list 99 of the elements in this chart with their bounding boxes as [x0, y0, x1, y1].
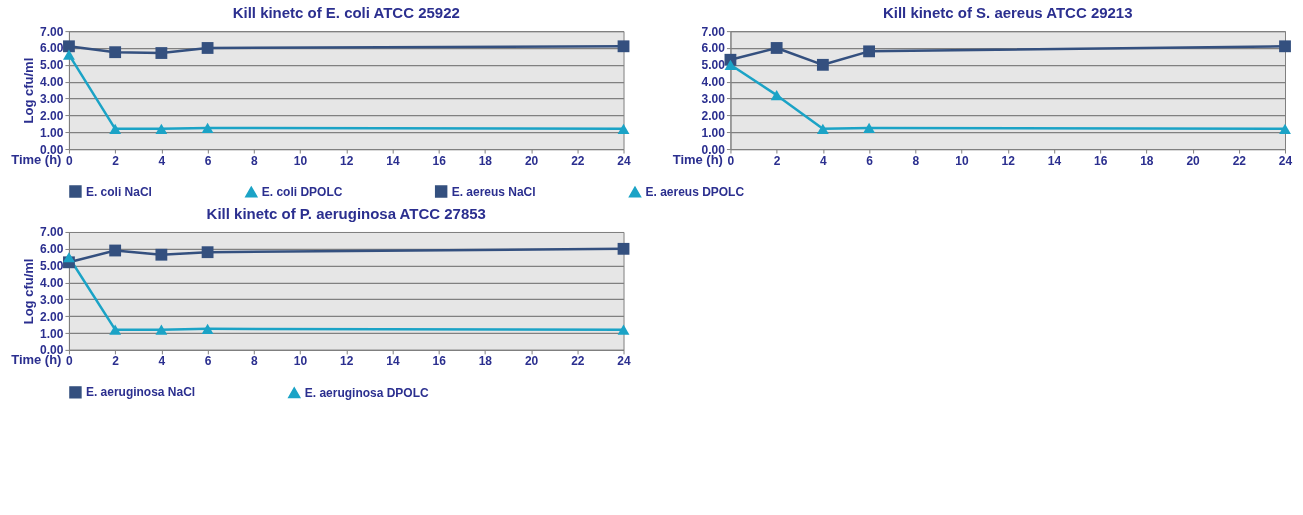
y-tick-label: 2.00 [40, 108, 64, 123]
x-tick-label: 0 [727, 153, 735, 168]
legend-label: E. coli DPOLC [261, 184, 343, 199]
x-tick-label: 2 [112, 153, 120, 168]
y-tick-label: 4.00 [701, 75, 726, 90]
y-tick-label: 6.00 [40, 41, 64, 56]
y-tick-label: 3.00 [40, 292, 64, 307]
x-tick-label: 6 [204, 153, 212, 168]
y-axis-title: Log cfu/ml [21, 258, 37, 325]
x-tick-label: 22 [1232, 153, 1247, 168]
point [201, 42, 214, 54]
point [109, 123, 122, 134]
legend-label: E. coli NaCl [85, 184, 152, 199]
y-tick-label: 3.00 [701, 92, 726, 107]
x-tick-label: 24 [617, 354, 632, 369]
x-tick-label: 14 [1047, 153, 1062, 168]
x-tick-label: 8 [912, 153, 920, 168]
x-tick-label: 18 [478, 354, 493, 369]
legend-label: E. aeruginosa DPOLC [304, 385, 429, 400]
point [816, 58, 829, 71]
y-tick-label: 1.00 [40, 125, 64, 140]
point [201, 323, 214, 334]
point [724, 59, 737, 70]
point [617, 242, 630, 255]
y-axis-title: Log cfu/ml [21, 57, 37, 124]
y-tick-label: 6.00 [40, 242, 64, 257]
x-tick-label: 4 [158, 153, 166, 168]
x-tick-label: 24 [1278, 153, 1293, 168]
x-tick-label: 4 [820, 153, 828, 168]
y-tick-label: 4.00 [40, 75, 64, 90]
point [63, 40, 75, 53]
x-tick-label: 14 [386, 153, 400, 168]
legend-label: E. aeruginosa NaCl [85, 385, 196, 400]
y-tick-label: 7.00 [701, 24, 726, 39]
y-tick-label: 2.00 [701, 108, 726, 123]
y-tick-label: 3.00 [40, 92, 64, 107]
point [155, 324, 168, 335]
y-tick-label: 1.00 [701, 125, 726, 140]
x-tick-label: 24 [617, 153, 632, 168]
x-tick-label: 10 [955, 153, 970, 168]
chart-title: Kill kinetc of S. aereus ATCC 29213 [882, 4, 1133, 22]
y-tick-label: 5.00 [40, 259, 64, 274]
point [770, 42, 783, 54]
point [63, 49, 75, 60]
x-tick-label: 8 [250, 354, 258, 369]
x-tick-label: 12 [340, 354, 354, 369]
point [1279, 40, 1291, 53]
x-tick-label: 16 [1093, 153, 1108, 168]
x-tick-label: 0 [66, 153, 74, 168]
x-tick-label: 12 [1001, 153, 1016, 168]
x-tick-label: 4 [158, 354, 166, 369]
x-tick-label: 2 [773, 153, 781, 168]
point [155, 47, 168, 59]
point [617, 123, 630, 134]
point [109, 324, 122, 335]
x-tick-label: 22 [571, 153, 585, 168]
x-tick-label: 10 [293, 354, 308, 369]
x-tick-label: 6 [204, 354, 212, 369]
chart-title: Kill kinetc of P. aeruginosa ATCC 27853 [206, 204, 486, 222]
chart-title: Kill kinetc of E. coli ATCC 25922 [232, 4, 460, 22]
point [770, 90, 783, 101]
point [201, 122, 214, 134]
y-tick-label: 1.00 [40, 326, 64, 341]
point [63, 252, 75, 263]
x-tick-label: 18 [1140, 153, 1154, 168]
y-tick-label: 7.00 [40, 24, 64, 39]
x-tick-label: 20 [524, 153, 539, 168]
x-tick-label: 20 [524, 354, 539, 369]
y-tick-label: 5.00 [701, 58, 726, 73]
x-tick-label: 14 [386, 354, 400, 369]
x-tick-label: 0 [66, 354, 74, 369]
point [863, 45, 875, 58]
point [155, 248, 168, 261]
point [201, 246, 214, 259]
legend-label: E. aereus DPOLC [645, 184, 745, 199]
point [816, 123, 829, 134]
y-tick-label: 7.00 [40, 225, 64, 240]
y-tick-label: 2.00 [40, 309, 64, 324]
x-tick-label: 8 [250, 153, 258, 168]
y-tick-label: 5.00 [40, 58, 64, 73]
x-tick-label: 22 [571, 354, 585, 369]
x-tick-label: 18 [478, 153, 493, 168]
point [1279, 123, 1291, 134]
point [109, 244, 122, 257]
point [617, 324, 630, 335]
y-tick-label: 6.00 [701, 41, 726, 56]
x-tick-label: 20 [1186, 153, 1201, 168]
x-tick-label: 16 [432, 153, 447, 168]
x-tick-label: 6 [866, 153, 874, 168]
y-tick-label: 4.00 [40, 276, 64, 291]
point [863, 122, 875, 134]
point [155, 123, 168, 134]
legend-label: E. aereus NaCl [451, 184, 536, 199]
x-tick-label: 2 [112, 354, 120, 369]
x-tick-label: 10 [293, 153, 308, 168]
point [617, 40, 630, 53]
x-tick-label: 16 [432, 354, 447, 369]
x-tick-label: 12 [340, 153, 354, 168]
point [109, 46, 122, 59]
